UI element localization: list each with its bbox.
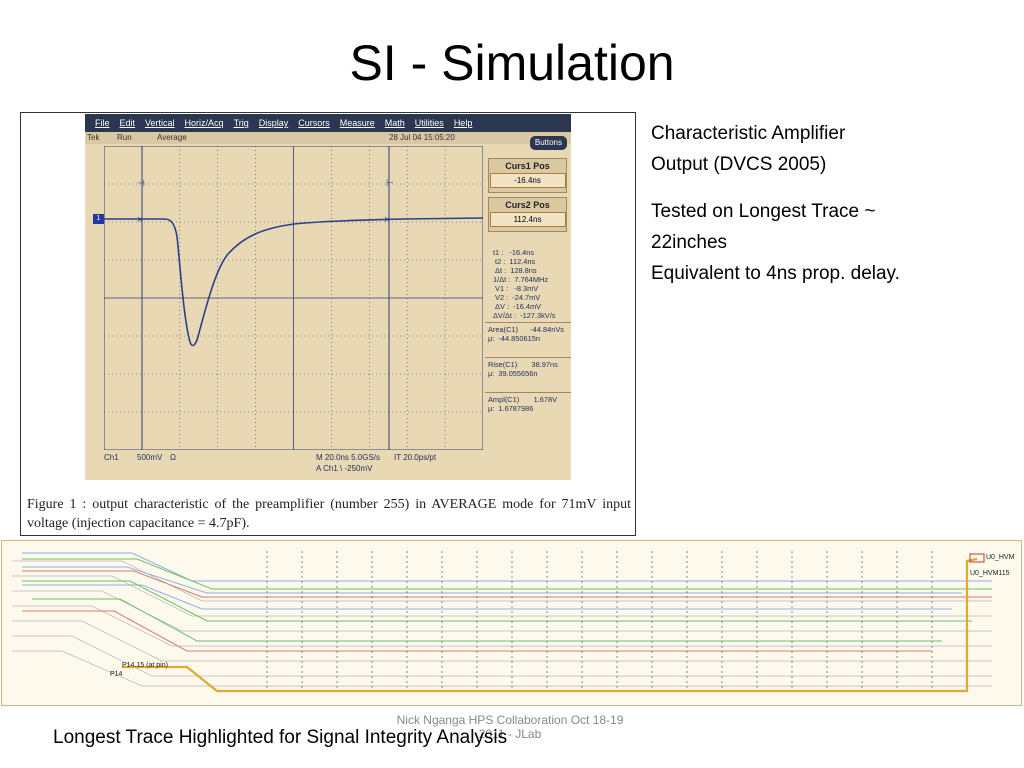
side-line-1: Characteristic Amplifier	[651, 123, 846, 144]
area-measurement: Area(C1) -44.84nVs μ: -44.850615n	[488, 325, 564, 343]
scope-graticule: ⊣ ⊢ × ×	[104, 146, 483, 450]
pcb-traces	[12, 551, 992, 693]
side-line-3: Tested on Longest Trace ~	[651, 201, 876, 222]
bottom-interval: IT 20.0ps/pt	[394, 453, 437, 462]
pcb-layout-image: P14.15 (at pin) P14 U0_HVM U0_HVM115	[1, 540, 1022, 706]
ampl-measurement: Ampl(C1) 1.678V μ: 1.6787986	[488, 395, 558, 413]
status-run: Run	[117, 133, 132, 142]
menu-trig[interactable]: Trig	[233, 118, 249, 128]
footer-line-2: 2011 - JLab	[478, 727, 542, 741]
slide-title: SI - Simulation	[349, 35, 675, 91]
bottom-scale: 500mV	[137, 453, 163, 462]
highlighted-longest-trace	[122, 557, 978, 693]
curs1-title: Curs1 Pos	[505, 161, 550, 171]
menu-edit[interactable]: Edit	[119, 118, 136, 128]
svg-text:⊢: ⊢	[386, 178, 394, 188]
waveform-trace	[104, 217, 483, 347]
bottom-caption: Longest Trace Highlighted for Signal Int…	[53, 727, 508, 748]
bottom-ohm: Ω	[170, 453, 176, 462]
rise-measurement: Rise(C1) 38.97ns μ: 39.055656n	[488, 360, 558, 378]
bottom-trigger: A Ch1 \ -250mV	[316, 464, 373, 473]
menu-utilities[interactable]: Utilities	[414, 118, 444, 128]
footer-line-1: Nick Nganga HPS Collaboration Oct 18-19	[396, 713, 624, 727]
status-mode: Average	[157, 133, 187, 142]
pcb-label-left: P14.15 (at pin)	[122, 662, 168, 669]
menu-math[interactable]: Math	[384, 118, 405, 128]
area-divider	[485, 357, 571, 358]
pcb-label-left-small: P14	[110, 671, 123, 678]
channel1-marker: 1	[93, 214, 104, 224]
pcb-label-right: U0_HVM	[986, 554, 1015, 561]
buttons-button[interactable]: Buttons	[529, 136, 567, 150]
side-line-5: Equivalent to 4ns prop. delay.	[651, 263, 900, 284]
side-text: Characteristic Amplifier Output (DVCS 20…	[651, 118, 1001, 305]
status-tek: Tek	[87, 133, 100, 142]
status-datetime: 28 Jul 04 15:05:20	[389, 133, 455, 142]
curs2-value[interactable]: 112.4ns	[489, 212, 566, 227]
cursor1-x-marker: ×	[137, 214, 143, 226]
rise-divider	[485, 392, 571, 393]
curs1-box[interactable]: Curs1 Pos -16.4ns	[488, 158, 567, 193]
oscilloscope-screenshot: File Edit Vertical Horiz/Acq Trig Displa…	[85, 114, 571, 480]
menu-horiz-acq[interactable]: Horiz/Acq	[184, 118, 224, 128]
cursor-position-panel: Curs1 Pos -16.4ns Curs2 Pos 112.4ns	[484, 158, 571, 236]
scope-bottom-readout: Ch1 500mV Ω M 20.0ns 5.0GS/s IT 20.0ps/p…	[104, 451, 483, 479]
slide-footer: Nick Nganga HPS Collaboration Oct 18-19 …	[350, 713, 670, 741]
center-axes	[104, 146, 483, 450]
curs1-value[interactable]: -16.4ns	[489, 173, 566, 188]
menu-file[interactable]: File	[95, 118, 110, 128]
figure-caption: Figure 1 : output characteristic of the …	[27, 497, 631, 531]
svg-text:⊣: ⊣	[137, 178, 145, 188]
scope-statusbar: Tek Run Average 28 Jul 04 15:05:20	[85, 132, 571, 144]
cursor-readout: t1 : -16.4ns t2 : 112.4ns Δt : 128.8ns 1…	[493, 248, 556, 320]
menu-cursors[interactable]: Cursors	[298, 118, 330, 128]
cursor2-x-marker: ×	[384, 214, 390, 226]
cursor-lines	[141, 146, 390, 450]
pcb-label-right-small: U0_HVM115	[970, 570, 1010, 577]
scope-menubar: File Edit Vertical Horiz/Acq Trig Displa…	[85, 114, 571, 132]
side-line-4: 22inches	[651, 232, 728, 253]
via-columns	[266, 551, 933, 691]
menu-measure[interactable]: Measure	[339, 118, 375, 128]
bottom-timebase: M 20.0ns 5.0GS/s	[316, 453, 381, 462]
figure-frame: File Edit Vertical Horiz/Acq Trig Displa…	[20, 112, 636, 536]
curs2-title: Curs2 Pos	[505, 200, 550, 210]
menu-help[interactable]: Help	[453, 118, 473, 128]
bottom-channel: Ch1	[104, 453, 119, 462]
menu-vertical[interactable]: Vertical	[145, 118, 175, 128]
curs2-box[interactable]: Curs2 Pos 112.4ns	[488, 197, 567, 232]
menu-display[interactable]: Display	[258, 118, 289, 128]
readout-divider	[485, 322, 571, 323]
side-line-2: Output (DVCS 2005)	[651, 154, 827, 175]
